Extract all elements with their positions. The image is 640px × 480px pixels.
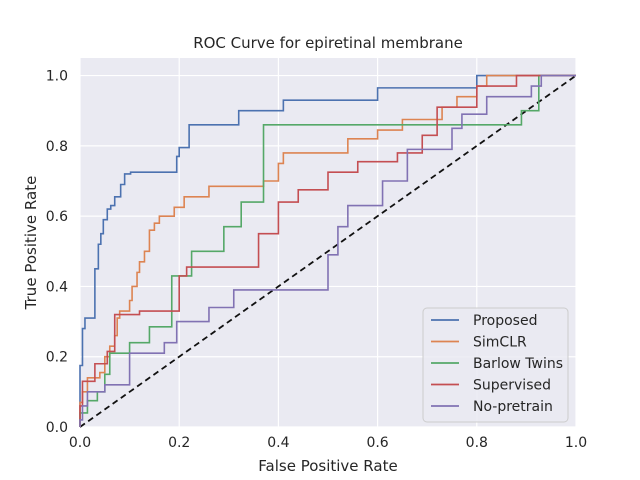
series-line-no-pretrain (79, 74, 576, 427)
y-axis-label: True Positive Rate (22, 176, 40, 311)
y-tick-label: 0.2 (46, 350, 68, 366)
y-tick-label: 0.8 (46, 139, 68, 155)
x-axis-label: False Positive Rate (258, 457, 397, 475)
legend: Proposed SimCLR Barlow Twins Supervised No-p… (422, 307, 569, 423)
chance-line (79, 74, 577, 428)
series-line-barlow-twins (79, 74, 576, 427)
y-tick-label: 0.4 (46, 279, 68, 295)
x-tick-label: 0.6 (366, 435, 388, 451)
legend-label: SimCLR (473, 335, 527, 351)
x-tick-label: 0.0 (69, 435, 91, 451)
series-lines (79, 74, 576, 427)
series-line-proposed (79, 74, 576, 427)
legend-box (422, 307, 569, 423)
x-tick-label: 1.0 (565, 435, 587, 451)
x-tick-labels: 0.0 0.2 0.4 0.6 0.8 1.0 (69, 435, 587, 451)
chart-title: ROC Curve for epiretinal membrane (193, 34, 463, 52)
legend-label: No-pretrain (473, 399, 553, 415)
y-tick-labels: 0.0 0.2 0.4 0.6 0.8 1.0 (46, 69, 68, 436)
legend-label: Proposed (473, 313, 537, 329)
series-line-supervised (79, 74, 576, 427)
x-tick-label: 0.8 (466, 435, 488, 451)
y-tick-label: 0.0 (46, 420, 68, 436)
grid-lines (79, 58, 577, 428)
y-tick-label: 1.0 (46, 69, 68, 85)
y-tick-label: 0.6 (46, 209, 68, 225)
x-tick-label: 0.2 (168, 435, 190, 451)
legend-label: Barlow Twins (473, 356, 563, 372)
legend-label: Supervised (473, 378, 551, 394)
chance-diagonal (79, 74, 577, 428)
x-tick-label: 0.4 (267, 435, 289, 451)
